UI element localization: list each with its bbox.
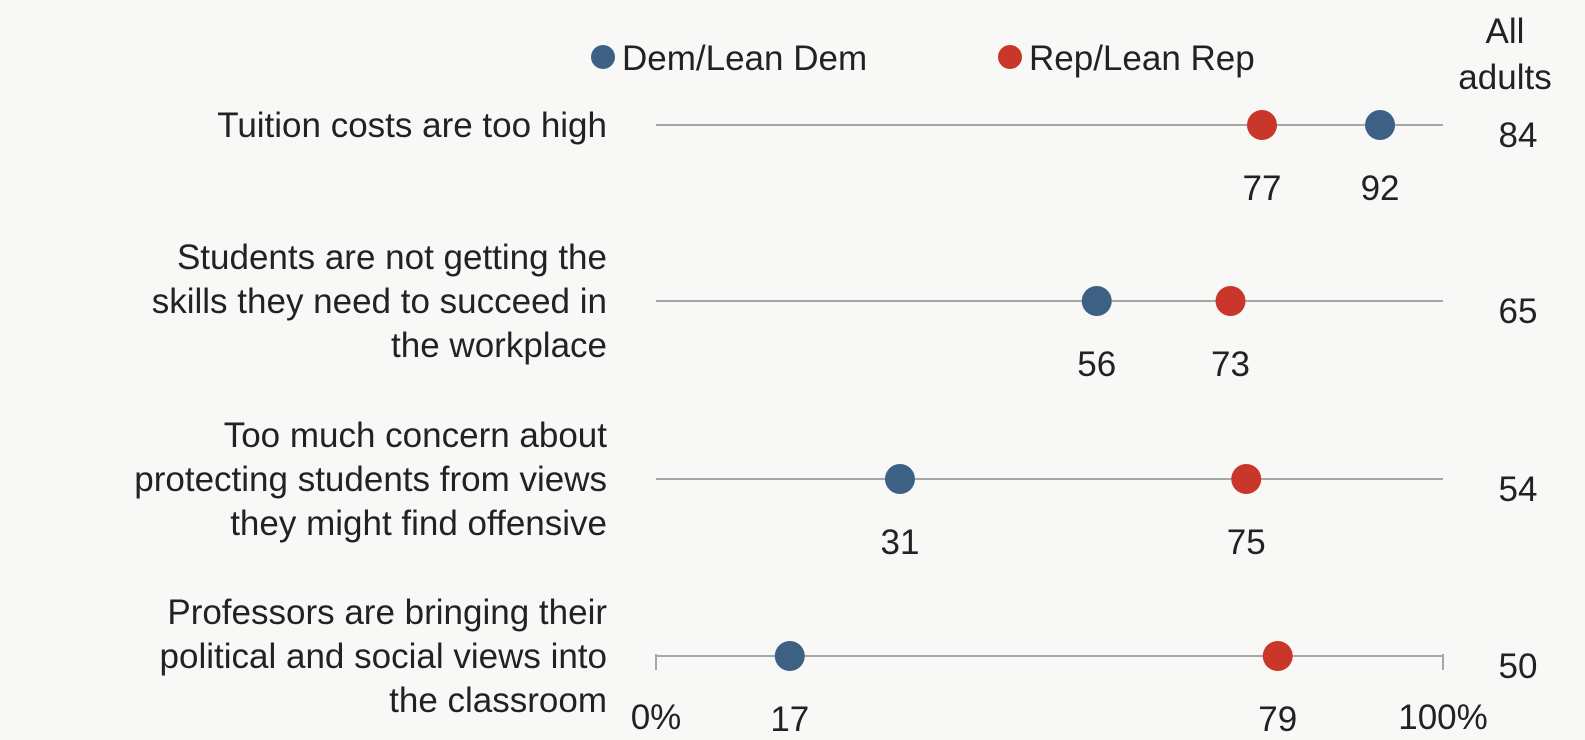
rep-dot: [1262, 641, 1293, 671]
all-adults-value: 65: [1499, 292, 1538, 331]
dem-value-label: 17: [770, 700, 809, 739]
chart-rows: Tuition costs are too high 92 77 84 Students…: [134, 106, 1537, 739]
rep-value-label: 73: [1211, 345, 1250, 384]
all-adults-value: 50: [1499, 647, 1538, 686]
legend-label-rep: Rep/Lean Rep: [1029, 39, 1255, 78]
legend-label-dem: Dem/Lean Dem: [622, 39, 867, 78]
rep-dot: [1215, 286, 1246, 316]
legend-marker-dem: [591, 45, 615, 69]
category-label: political and social views into: [160, 637, 607, 676]
chart-row: Too much concern about protecting student…: [134, 416, 1537, 562]
category-label: Students are not getting the: [177, 238, 607, 277]
category-label: the classroom: [389, 681, 607, 720]
dem-value-label: 92: [1361, 169, 1400, 208]
category-label: they might find offensive: [230, 504, 607, 543]
all-adults-value: 84: [1499, 116, 1538, 155]
category-label: skills they need to succeed in: [152, 282, 607, 321]
chart-row: Tuition costs are too high 92 77 84: [217, 106, 1537, 208]
legend: Dem/Lean Dem Rep/Lean Rep: [591, 39, 1255, 78]
dem-dot: [1365, 110, 1396, 140]
dem-dot: [884, 464, 915, 494]
x-axis: 0% 100%: [631, 654, 1488, 737]
rep-dot: [1231, 464, 1262, 494]
rep-value-label: 79: [1258, 700, 1297, 739]
category-label: protecting students from views: [134, 460, 607, 499]
dem-value-label: 31: [881, 523, 920, 562]
rep-dot: [1246, 110, 1277, 140]
category-label: Too much concern about: [224, 416, 608, 455]
chart-row: Professors are bringing their political a…: [160, 593, 1538, 739]
dem-dot: [1081, 286, 1112, 316]
axis-label-max: 100%: [1398, 698, 1488, 737]
dem-value-label: 56: [1077, 345, 1116, 384]
category-label: the workplace: [391, 326, 607, 365]
all-adults-header-line: adults: [1458, 58, 1551, 97]
category-label: Tuition costs are too high: [217, 106, 607, 145]
category-label: Professors are bringing their: [167, 593, 607, 632]
legend-marker-rep: [998, 45, 1022, 69]
rep-value-label: 77: [1243, 169, 1282, 208]
all-adults-value: 54: [1499, 470, 1538, 509]
rep-value-label: 75: [1227, 523, 1266, 562]
axis-label-min: 0%: [631, 698, 682, 737]
dem-dot: [774, 641, 805, 671]
all-adults-header-line: All: [1486, 12, 1525, 51]
all-adults-header: All adults: [1458, 12, 1551, 97]
chart-row: Students are not getting the skills they …: [152, 238, 1538, 384]
